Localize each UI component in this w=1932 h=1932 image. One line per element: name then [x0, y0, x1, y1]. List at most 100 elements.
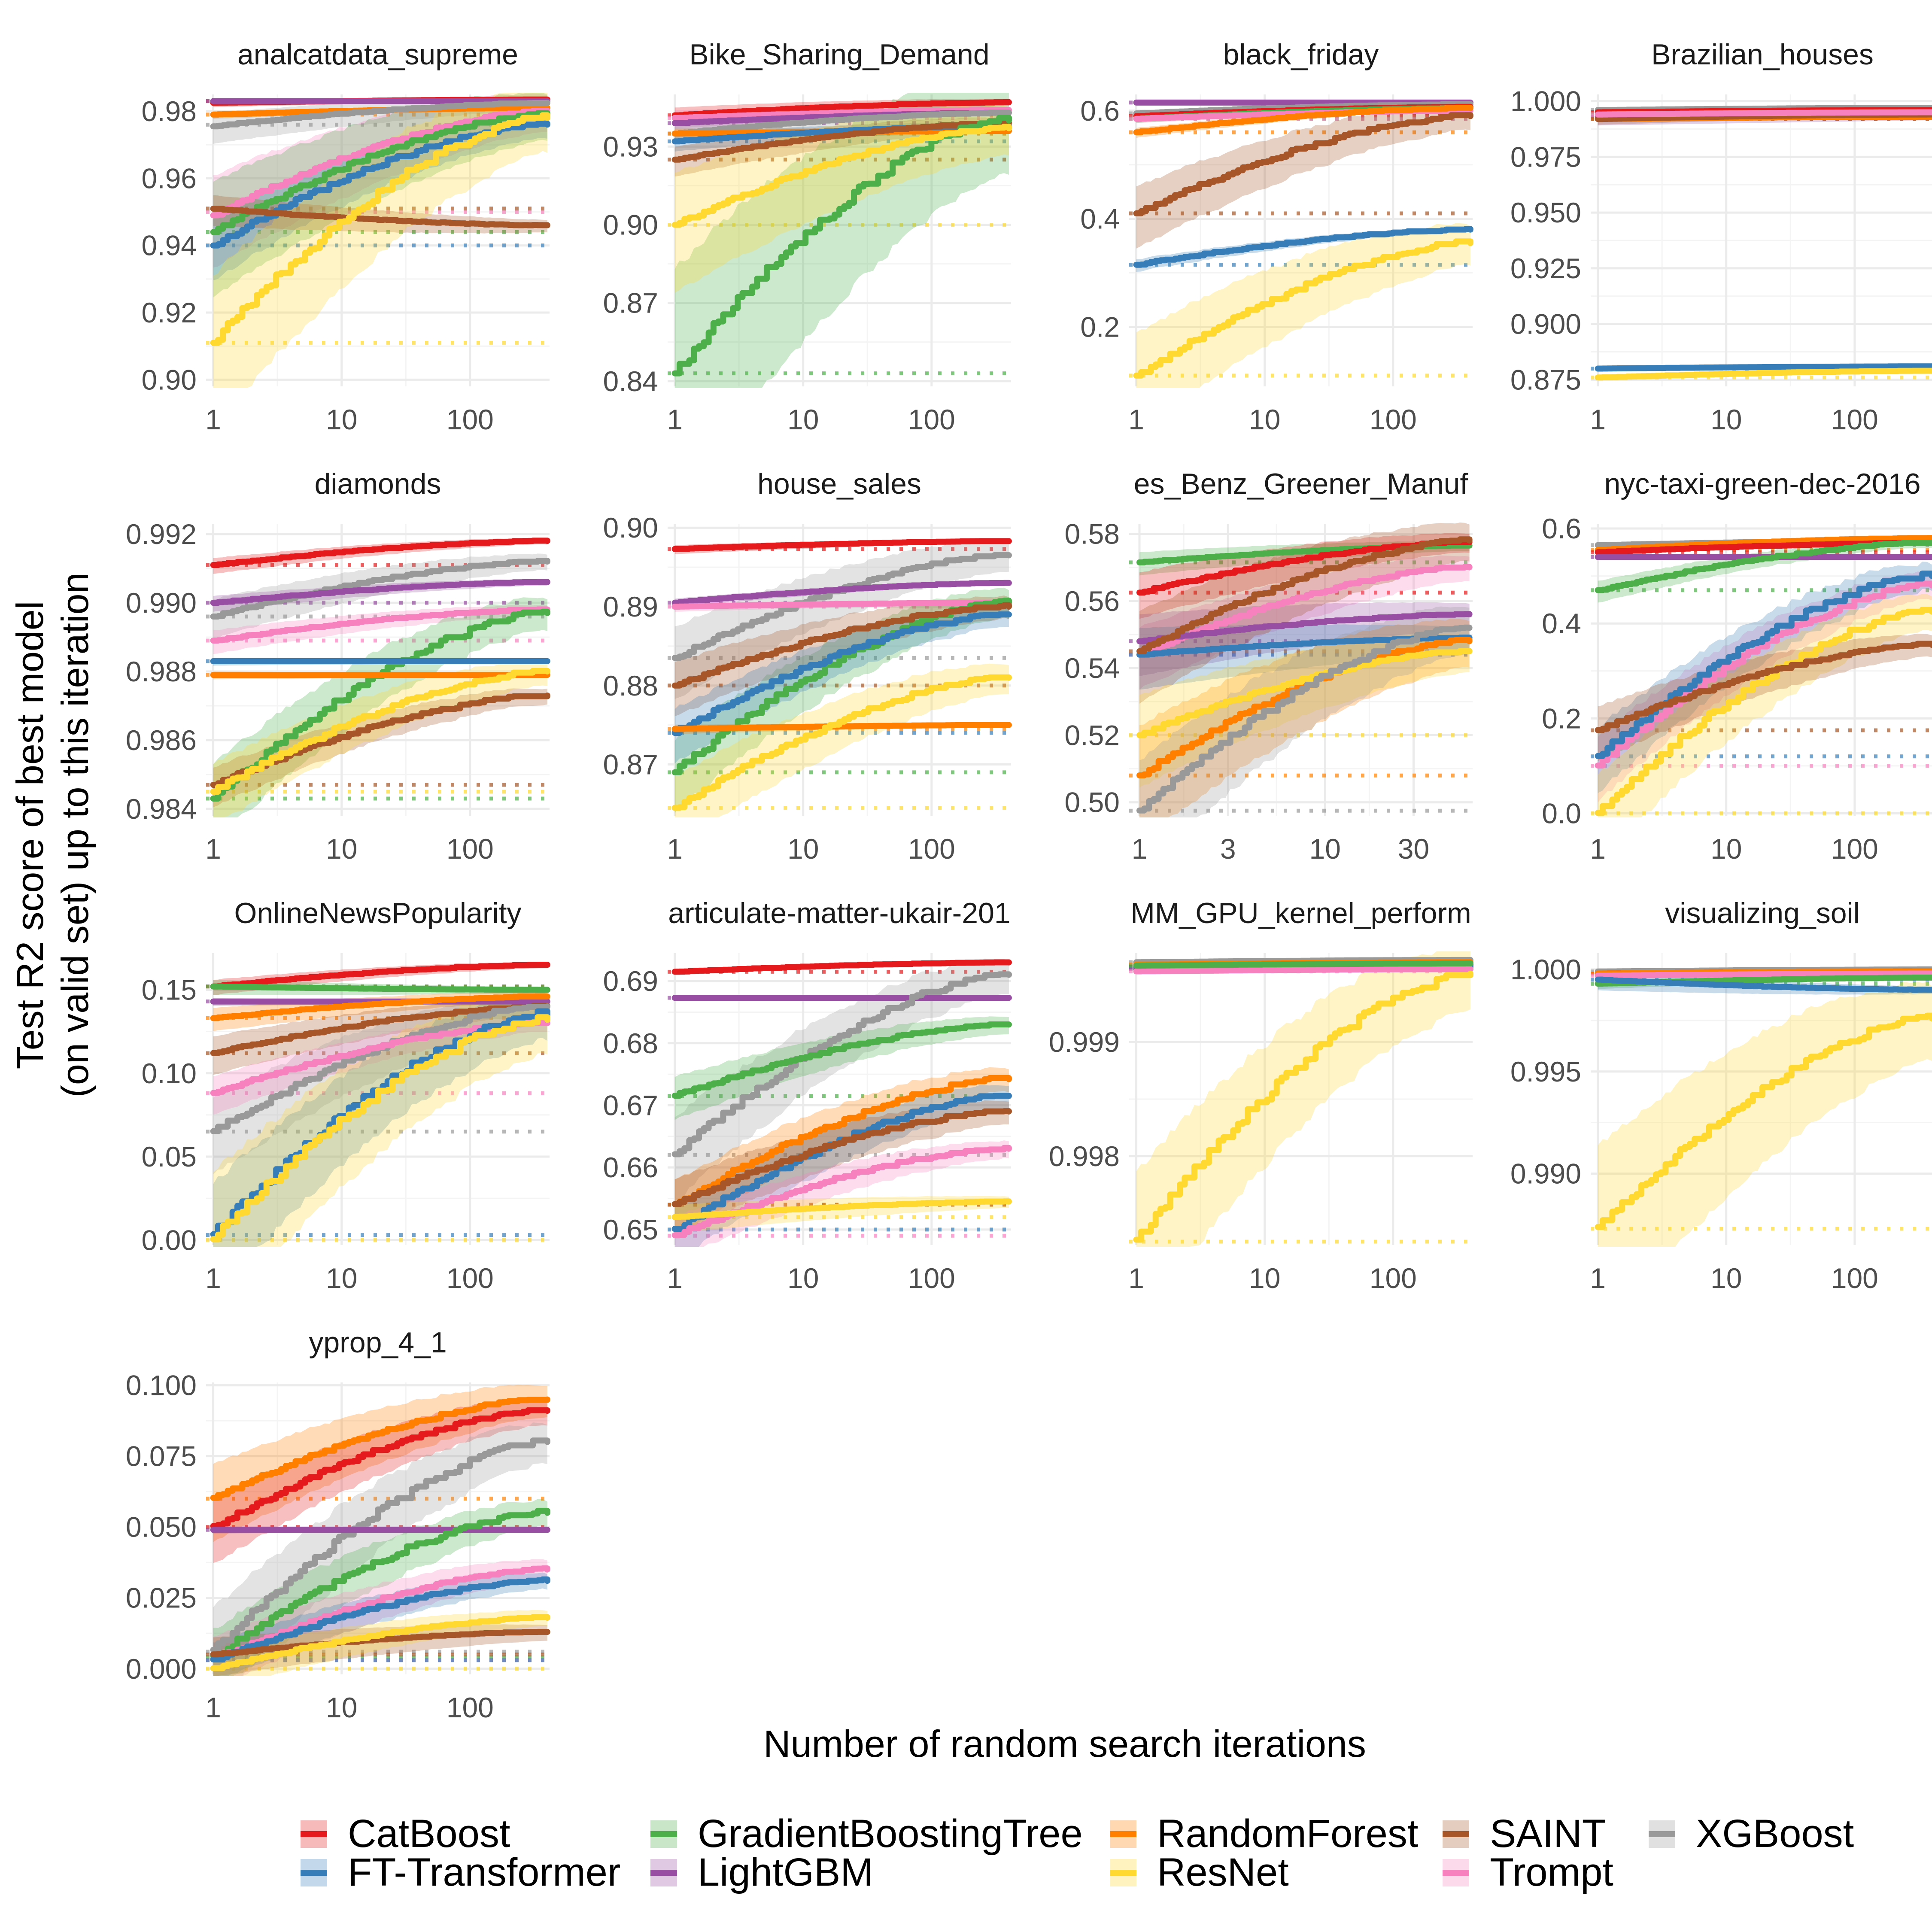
x-tick-label: 10	[787, 404, 819, 435]
y-tick-label: 0.94	[142, 230, 197, 261]
y-axis-title-line2: (on valid set) up to this iteration	[54, 573, 96, 1098]
legend-label: ResNet	[1157, 1850, 1289, 1894]
y-tick-label: 0.15	[142, 974, 197, 1005]
x-tick-label: 1	[205, 1262, 221, 1294]
panel-onlinenewspopularity: 0.00 0.05 0.10 0.15 1 10 100 OnlineNewsPopulari…	[142, 897, 553, 1294]
x-axis-title: Number of random search iterations	[763, 1722, 1366, 1765]
y-tick-label: 0.0	[1542, 797, 1581, 829]
band-xgboost	[674, 958, 1009, 1203]
x-tick-label: 10	[1710, 404, 1742, 435]
band-resnet	[213, 989, 547, 1247]
panel-title: articulate-matter-ukair-201	[668, 897, 1010, 930]
band-saint	[213, 999, 547, 1075]
line-gradientboostingtree	[1595, 540, 1932, 593]
y-tick-label: 0.96	[142, 162, 197, 194]
band-ft-transformer	[213, 1572, 547, 1676]
band-ft-transformer	[213, 990, 547, 1247]
panel-bike-sharing-demand: 0.84 0.87 0.90 0.93 1 10 100 Bike_Sharing_Deman…	[603, 38, 1015, 435]
x-tick-label: 10	[1710, 1262, 1742, 1294]
band-resnet	[1598, 981, 1932, 1247]
y-tick-label: 0.89	[603, 591, 658, 623]
x-tick-label: 10	[787, 833, 819, 865]
line-resnet	[1133, 970, 1473, 1243]
line-ft-transformer	[1595, 976, 1932, 993]
panel-nyc-taxi-green-dec-2016: 0.0 0.2 0.4 0.6 1 10 100 nyc-taxi-green-dec-201…	[1542, 468, 1932, 865]
line-gradientboostingtree	[210, 1507, 550, 1659]
band-gradientboostingtree	[674, 1016, 1009, 1120]
line-catboost	[210, 1407, 550, 1529]
line-saint	[1136, 536, 1473, 654]
plot-area	[668, 958, 1015, 1247]
line-xgboost	[671, 971, 1012, 1157]
band-resnet	[213, 659, 547, 817]
x-tick-label: 10	[326, 404, 357, 435]
plot-area	[1591, 105, 1932, 381]
line-trompt	[1595, 970, 1932, 979]
y-tick-label: 0.68	[603, 1027, 658, 1059]
x-tick-label: 10	[1249, 1262, 1280, 1294]
x-tick-label: 100	[908, 833, 955, 865]
legend-item-randomforest: RandomForest	[1110, 1812, 1418, 1856]
x-tick-label: 1	[1128, 1262, 1144, 1294]
panel-title: MM_GPU_kernel_perform	[1130, 897, 1471, 930]
y-tick-label: 0.50	[1065, 787, 1120, 818]
x-tick-label: 1	[205, 1692, 221, 1723]
y-tick-label: 0.950	[1510, 197, 1581, 228]
line-gradientboostingtree	[671, 1021, 1012, 1099]
x-tick-label: 1	[1590, 833, 1606, 865]
y-tick-label: 0.992	[126, 518, 197, 550]
line-resnet	[1595, 607, 1932, 816]
y-tick-label: 0.990	[1510, 1158, 1581, 1190]
band-catboost	[213, 962, 547, 995]
line-ft-transformer	[210, 1576, 550, 1663]
x-tick-label: 100	[908, 404, 955, 435]
legend-label: FT-Transformer	[348, 1850, 621, 1894]
legend-label: Trompt	[1490, 1850, 1613, 1894]
y-tick-label: 0.998	[1049, 1140, 1120, 1172]
panel-mm-gpu-kernel-perform: 0.998 0.999 1 10 100 MM_GPU_kernel_perform	[1049, 897, 1476, 1294]
plot-area	[668, 93, 1015, 388]
legend-label: XGBoost	[1696, 1812, 1854, 1856]
line-saint	[210, 206, 550, 228]
band-resnet	[213, 93, 547, 388]
panel-title: analcatdata_supreme	[237, 38, 518, 71]
line-trompt	[671, 599, 1012, 610]
plot-area	[1129, 951, 1476, 1247]
x-tick-label: 100	[447, 1262, 494, 1294]
line-xgboost	[1136, 624, 1473, 814]
y-tick-label: 0.4	[1080, 203, 1120, 235]
x-tick-label: 100	[447, 1692, 494, 1723]
y-tick-label: 0.2	[1542, 702, 1581, 734]
band-trompt	[213, 605, 547, 654]
panel-title: diamonds	[315, 468, 441, 500]
legend-label: CatBoost	[348, 1812, 510, 1856]
y-tick-label: 0.988	[126, 656, 197, 687]
y-tick-label: 0.984	[126, 793, 197, 825]
y-tick-label: 0.00	[142, 1224, 197, 1256]
band-xgboost	[213, 1422, 547, 1676]
plot-area	[1591, 535, 1932, 817]
y-tick-label: 0.93	[603, 131, 658, 162]
line-saint	[671, 602, 1012, 689]
y-tick-label: 1.000	[1510, 85, 1581, 117]
y-axis-title-line1: Test R2 score of best model	[9, 601, 51, 1069]
line-resnet	[1595, 368, 1932, 381]
x-tick-label: 1	[1590, 1262, 1606, 1294]
panel-diamonds: 0.984 0.986 0.988 0.990 0.992 1 10 100 diamonds	[126, 468, 553, 865]
band-resnet	[1136, 223, 1470, 388]
panel-house-sales: 0.87 0.88 0.89 0.90 1 10 100 house_sales	[603, 468, 1015, 865]
y-tick-label: 0.66	[603, 1151, 658, 1183]
line-trompt	[210, 107, 550, 219]
band-saint	[1136, 103, 1470, 249]
panel-es-benz-greener-manuf: 0.50 0.52 0.54 0.56 0.58 1 3 10 30 es_Benz_Greene…	[1065, 468, 1476, 865]
y-tick-label: 0.6	[1080, 95, 1120, 127]
panel-yprop-4-1: 0.000 0.025 0.050 0.075 0.100 1 10 100 yprop_4_1	[126, 1326, 553, 1723]
y-tick-label: 0.98	[142, 95, 197, 127]
line-catboost	[671, 99, 1012, 118]
band-saint	[1139, 522, 1470, 704]
x-tick-label: 10	[787, 1262, 819, 1294]
legend-item-resnet: ResNet	[1110, 1850, 1289, 1894]
band-gradientboostingtree	[674, 93, 1009, 388]
panel-title: house_sales	[757, 468, 921, 500]
